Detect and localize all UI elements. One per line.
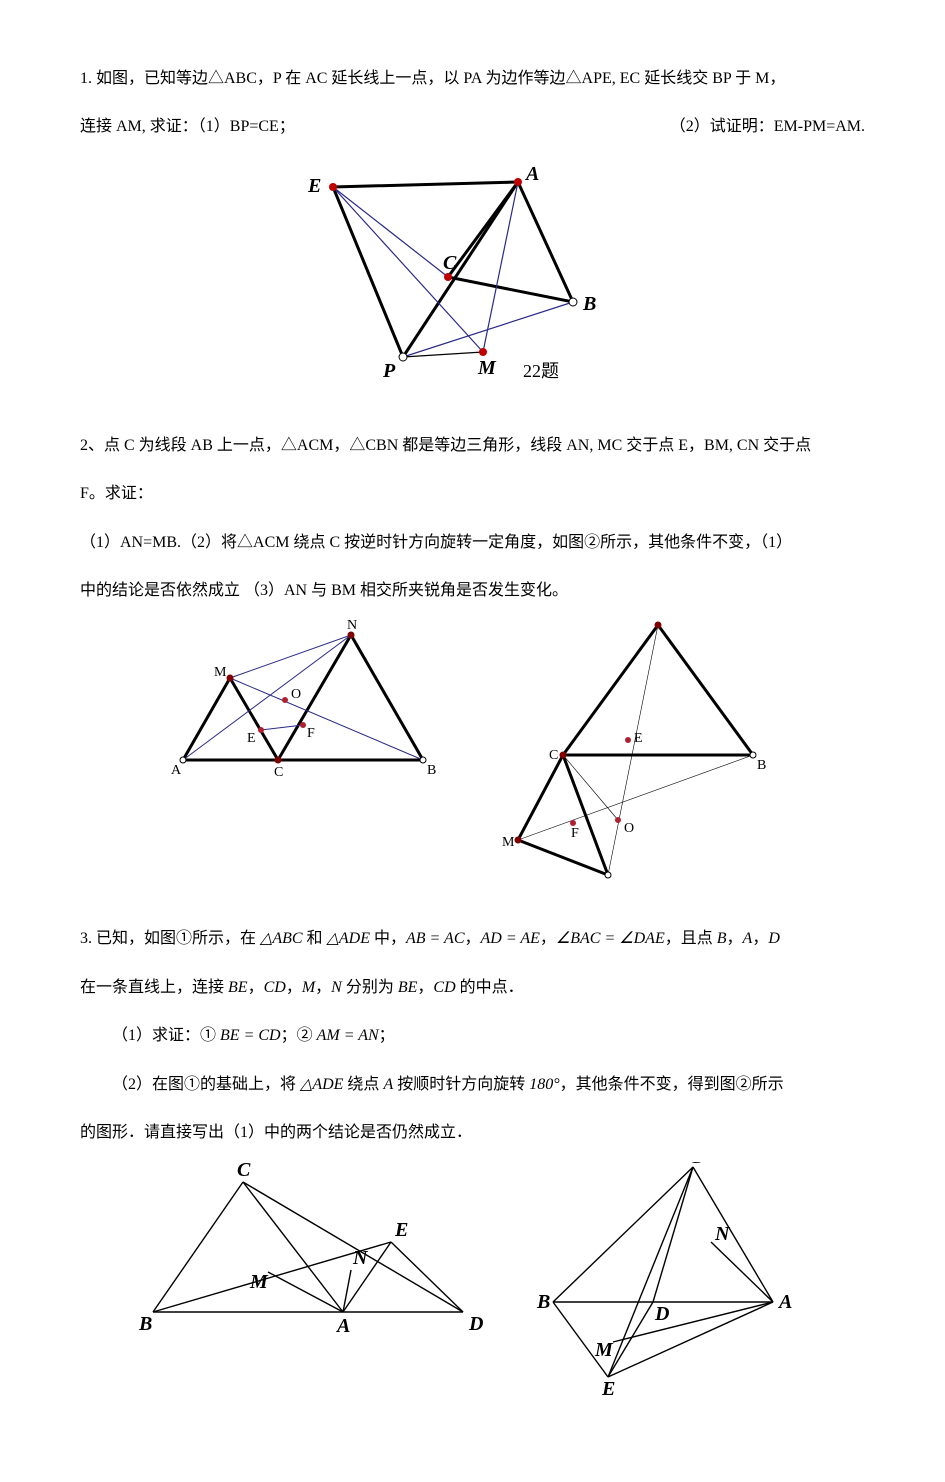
svg-text:D: D (654, 1303, 669, 1325)
q1-line2: 连接 AM, 求证：（1）BP=CE； （2）试证明：EM-PM=AM. (80, 108, 865, 146)
q3-fig1-svg: B A D C E M N (133, 1162, 493, 1342)
q2-fig1-svg: A B C M N E F O (163, 620, 453, 790)
q2-fig2-svg: CNBAMEFO (493, 620, 783, 880)
svg-text:A: A (335, 1315, 350, 1337)
q3-figures: BADCEMN BADCEMN (80, 1162, 865, 1402)
q1-svg: E A C B P M 22题 (293, 157, 653, 397)
svg-text:M: M (214, 665, 227, 680)
svg-text:C: C (237, 1162, 251, 1181)
q3-line2: 在一条直线上，连接 BE，CD，M，N 分别为 BE，CD 的中点． (80, 969, 865, 1007)
q1-line2-right: （2）试证明：EM-PM=AM. (670, 108, 865, 146)
q1-line1: 1. 如图，已知等边△ABC，P 在 AC 延长线上一点，以 PA 为边作等边△… (80, 60, 865, 98)
svg-text:M: M (477, 357, 497, 379)
svg-text:F: F (307, 726, 315, 741)
svg-text:E: E (394, 1219, 408, 1241)
svg-text:A: A (171, 763, 182, 778)
svg-text:C: C (549, 748, 558, 763)
svg-text:22题: 22题 (523, 361, 559, 381)
svg-text:D: D (468, 1313, 483, 1335)
q1-figure: E A C B P M 22题 (80, 157, 865, 397)
svg-text:P: P (382, 360, 396, 382)
svg-text:F: F (571, 826, 579, 841)
q2-line4: 中的结论是否依然成立 （3）AN 与 BM 相交所夹锐角是否发生变化。 (80, 572, 865, 610)
svg-text:O: O (291, 687, 301, 702)
svg-text:A: A (524, 163, 539, 185)
q3-line1: 3. 已知，如图①所示，在 △ABC 和 △ADE 中，AB = AC，AD =… (80, 920, 865, 958)
q3-line3: （1）求证：① BE = CD；② AM = AN； (80, 1017, 865, 1055)
q3-line4: （2）在图①的基础上，将 △ADE 绕点 A 按顺时针方向旋转 180°，其他条… (80, 1066, 865, 1104)
svg-text:B: B (757, 758, 766, 773)
svg-text:N: N (714, 1223, 731, 1245)
svg-text:B: B (536, 1291, 550, 1313)
svg-text:C: C (443, 252, 457, 274)
svg-text:A: A (777, 1291, 792, 1313)
q3-fig2-svg: B A D C EM N (533, 1162, 813, 1402)
q2-line1: 2、点 C 为线段 AB 上一点，△ACM，△CBN 都是等边三角形，线段 AN… (80, 427, 865, 465)
svg-text:E: E (307, 175, 321, 197)
svg-text:N: N (347, 620, 357, 633)
svg-text:N: N (352, 1247, 369, 1269)
q2-line2: F。求证： (80, 475, 865, 513)
svg-text:C: C (689, 1162, 703, 1168)
q2-figures: A B C M N E F O C N B A M E F O (80, 620, 865, 880)
q1-line2-left: 连接 AM, 求证：（1）BP=CE； (80, 108, 295, 146)
svg-text:B: B (582, 293, 596, 315)
q2-line3: （1）AN=MB.（2）将△ACM 绕点 C 按逆时针方向旋转一定角度，如图②所… (80, 524, 865, 562)
svg-text:O: O (624, 821, 634, 836)
svg-text:E: E (634, 731, 643, 746)
svg-text:M: M (594, 1339, 614, 1361)
svg-text:M: M (502, 835, 515, 850)
svg-text:E: E (601, 1378, 615, 1400)
svg-text:N: N (654, 620, 664, 623)
q3-line5: 的图形．请直接写出（1）中的两个结论是否仍然成立． (80, 1114, 865, 1152)
svg-text:C: C (274, 765, 283, 780)
svg-text:M: M (249, 1271, 269, 1293)
svg-text:E: E (247, 731, 256, 746)
svg-text:B: B (427, 763, 436, 778)
svg-text:B: B (138, 1313, 152, 1335)
